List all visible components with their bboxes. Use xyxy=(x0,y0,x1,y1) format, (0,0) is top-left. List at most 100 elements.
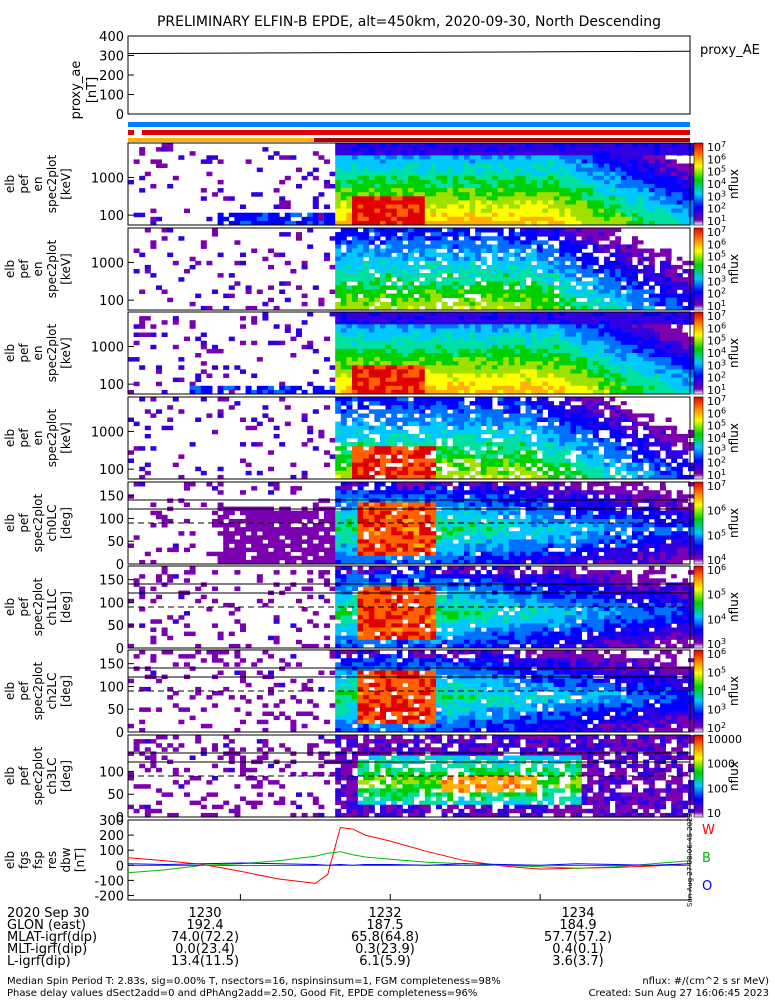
spectrogram-cell xyxy=(447,373,454,378)
spectrogram-cell xyxy=(335,171,342,177)
spectrogram-cell xyxy=(452,188,459,193)
spectrogram-cell xyxy=(380,151,386,156)
spectrogram-cell xyxy=(368,179,375,185)
spectrogram-cell xyxy=(553,417,560,422)
spectrogram-cell xyxy=(161,389,168,395)
spectrogram-cell xyxy=(576,151,582,156)
spectrogram-cell xyxy=(346,361,353,366)
spectrogram-cell xyxy=(391,344,398,350)
spectrogram-cell xyxy=(419,417,426,422)
spectrogram-cell xyxy=(514,252,521,258)
spectrogram-cell xyxy=(279,340,286,346)
spectrogram-cell xyxy=(637,256,644,262)
spectrogram-cell xyxy=(531,236,538,241)
spectrogram-cell xyxy=(352,273,358,278)
spectrogram-cell xyxy=(536,305,543,311)
spectrogram-cell xyxy=(626,381,633,387)
spectrogram-cell xyxy=(587,228,594,233)
spectrogram-cell xyxy=(671,324,678,329)
spectrogram-cell xyxy=(564,301,571,307)
spectrogram-cell xyxy=(380,269,386,274)
spectrogram-cell xyxy=(682,147,689,152)
spectrogram-cell xyxy=(536,433,543,439)
spectrogram-cell xyxy=(581,155,588,160)
spectrogram-cell xyxy=(615,344,622,350)
spectrogram-cell xyxy=(424,260,431,266)
spectrogram-cell xyxy=(290,389,297,395)
spectrogram-cell xyxy=(413,454,420,459)
spectrogram-cell xyxy=(604,301,610,307)
spectrogram-cell xyxy=(441,357,448,362)
spectrogram-cell xyxy=(604,332,610,337)
spectrogram-cell xyxy=(469,252,476,258)
spectrogram-cell xyxy=(531,159,538,164)
spectrogram-cell xyxy=(430,220,437,226)
spectrogram-cell xyxy=(357,450,364,455)
spectrogram-cell xyxy=(592,175,599,181)
spectrogram-cell xyxy=(570,188,577,193)
spectrogram-cell xyxy=(604,200,610,205)
spectrogram-cell xyxy=(396,277,403,282)
spectrogram-cell xyxy=(436,470,442,476)
spectrogram-cell xyxy=(654,301,661,307)
spectrogram-cell xyxy=(637,204,644,209)
spectrogram-cell xyxy=(419,204,426,209)
spectrogram-cell xyxy=(402,184,409,189)
spectrogram-cell xyxy=(615,450,622,455)
spectrogram-cell xyxy=(480,151,487,156)
spectrogram-cell xyxy=(609,389,616,395)
spectrogram-cell xyxy=(492,171,498,177)
spectrogram-cell xyxy=(615,200,622,205)
spectrogram-cell xyxy=(447,289,454,294)
spectrogram-cell xyxy=(161,320,168,325)
spectrogram-cell xyxy=(156,365,162,370)
spectrogram-cell xyxy=(553,450,560,455)
spectrogram-cell xyxy=(374,462,381,468)
spectrogram-cell xyxy=(464,232,470,237)
spectrogram-cell xyxy=(408,470,414,476)
spectrogram-cell xyxy=(570,147,577,152)
spectrogram-cell xyxy=(620,293,627,299)
spectrogram-cell xyxy=(352,228,358,233)
spectrogram-cell xyxy=(458,289,465,294)
spectrogram-cell xyxy=(514,312,521,317)
spectrogram-cell xyxy=(391,381,398,387)
spectrogram-cell xyxy=(559,450,566,455)
spectrogram-cell xyxy=(464,212,470,218)
spectrogram-cell xyxy=(340,175,347,181)
spectrogram-cell xyxy=(458,353,465,358)
spectrogram-cell xyxy=(346,289,353,294)
spectrogram-cell xyxy=(626,277,633,282)
spectrogram-cell xyxy=(340,409,347,414)
spectrogram-cell xyxy=(419,438,426,443)
spectrogram-cell xyxy=(548,409,554,414)
spectrogram-cell xyxy=(480,297,487,303)
spectrogram-cell xyxy=(570,167,577,173)
spectrogram-cell xyxy=(290,336,297,342)
spectrogram-cell xyxy=(178,357,185,362)
spectrogram-cell xyxy=(542,397,549,402)
spectrogram-cell xyxy=(508,348,515,354)
spectrogram-cell xyxy=(536,361,543,366)
spectrogram-cell xyxy=(419,252,426,258)
spectrogram-cell xyxy=(559,446,566,451)
spectrogram-cell xyxy=(380,450,386,455)
spectrogram-cell xyxy=(592,289,599,294)
spectrogram-cell xyxy=(542,151,549,156)
spectrogram-cell xyxy=(525,438,532,443)
spectrogram-cell xyxy=(609,232,616,237)
spectrogram-cell xyxy=(436,450,442,455)
spectrogram-cell xyxy=(576,397,582,402)
spectrogram-cell xyxy=(570,260,577,266)
spectrogram-cell xyxy=(548,425,554,431)
spectrogram-cell xyxy=(514,175,521,181)
spectrogram-cell xyxy=(458,159,465,164)
spectrogram-cell xyxy=(385,159,392,164)
spectrogram-cell xyxy=(408,232,414,237)
spectrogram-cell xyxy=(391,143,398,148)
spectrogram-cell xyxy=(492,184,498,189)
spectrogram-cell xyxy=(408,244,414,249)
spectrogram-cell xyxy=(553,179,560,185)
colorbar-label: nflux xyxy=(727,338,741,368)
spectrogram-cell xyxy=(419,405,426,410)
